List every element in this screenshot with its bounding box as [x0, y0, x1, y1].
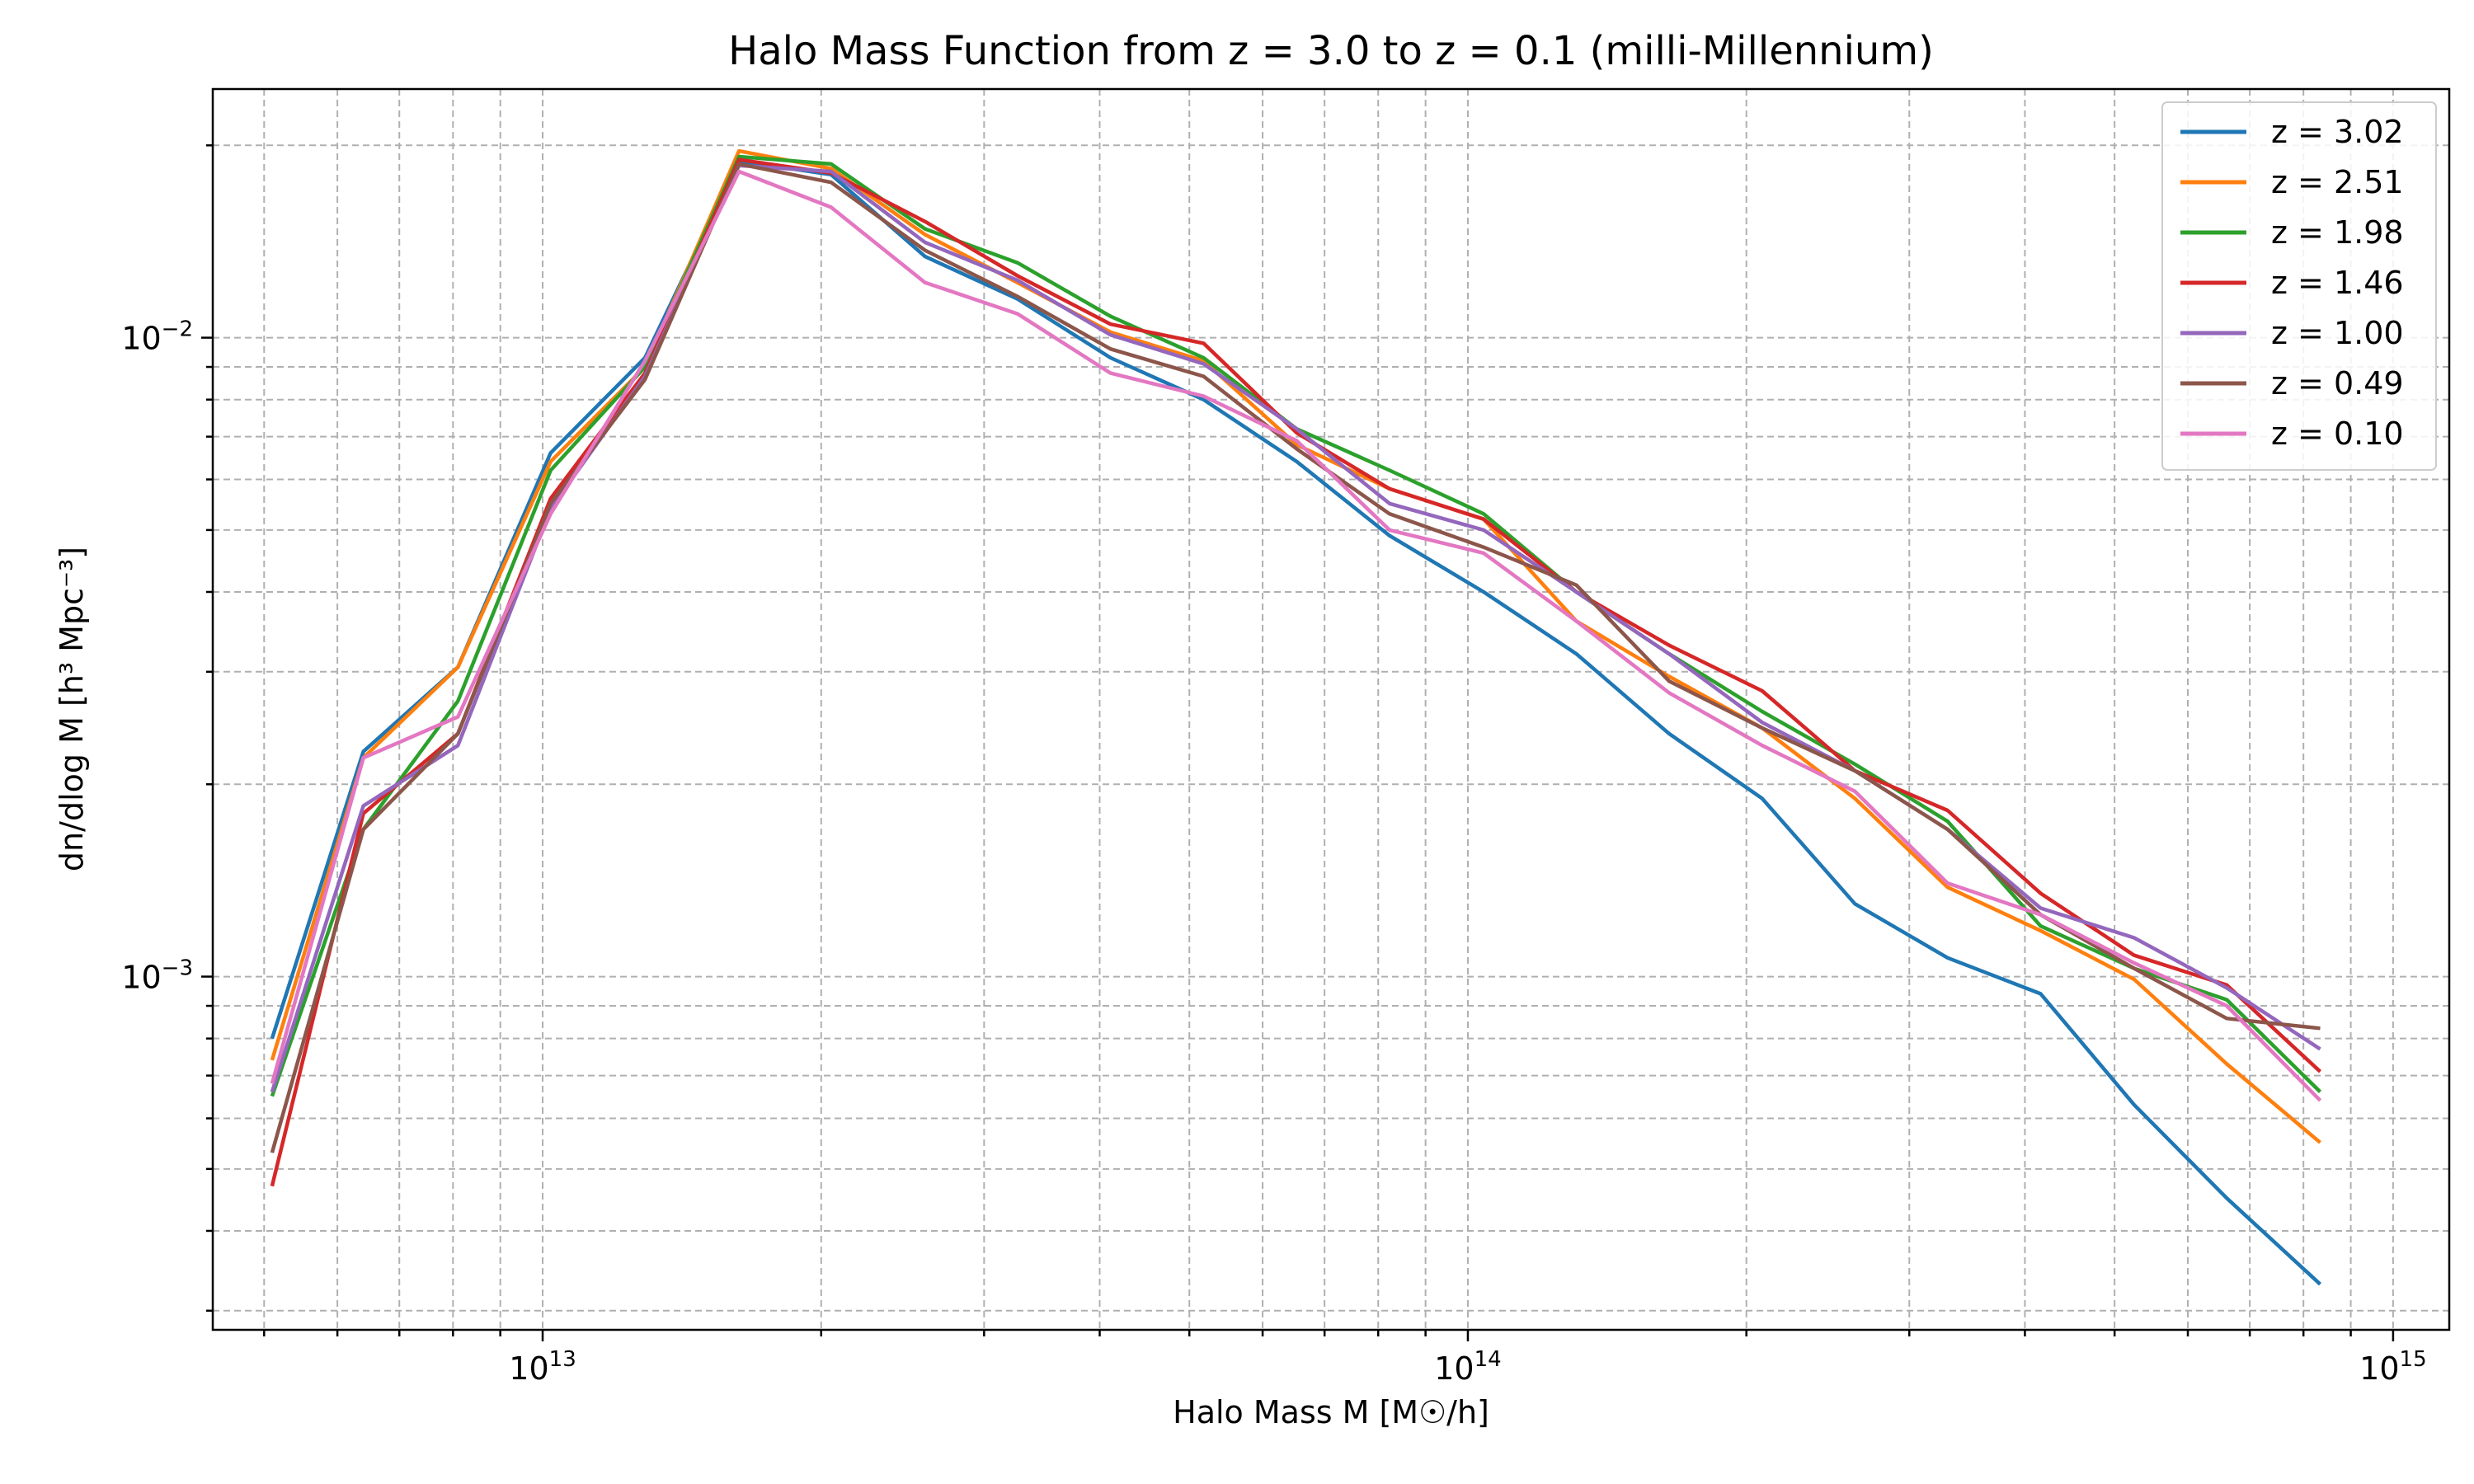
chart-title: Halo Mass Function from z = 3.0 to z = 0…	[728, 28, 1934, 74]
y-tick-label: 10−2	[121, 317, 193, 357]
legend-label: z = 2.51	[2271, 164, 2404, 200]
series-line-z-0-49	[270, 162, 2321, 1153]
axis-ticks: 1013 1014 1015 10−3 10−2	[121, 144, 2427, 1387]
legend: z = 3.02 z = 2.51 z = 1.98 z = 1.46 z = 1.00…	[2161, 101, 2437, 471]
legend-box	[2161, 101, 2437, 471]
series-lines	[270, 148, 2322, 1286]
legend-label: z = 1.00	[2271, 315, 2404, 351]
y-axis-label: dn/dlog M [h³ Mpc⁻³]	[54, 547, 90, 871]
legend-label: z = 1.98	[2271, 214, 2404, 251]
x-axis-label: Halo Mass M [M☉/h]	[1173, 1394, 1489, 1430]
x-tick-label: 1013	[509, 1347, 576, 1387]
legend-label: z = 1.46	[2271, 265, 2404, 301]
legend-label: z = 0.10	[2271, 416, 2404, 452]
series-line-z-3-02	[270, 159, 2322, 1286]
plot-frame	[211, 87, 2451, 1331]
x-tick-label: 1015	[2359, 1347, 2426, 1387]
series-line-z-0-10	[270, 169, 2322, 1102]
legend-label: z = 0.49	[2271, 365, 2404, 402]
x-tick-label: 1014	[1434, 1347, 1501, 1387]
legend-label: z = 3.02	[2271, 114, 2404, 150]
y-tick-label: 10−3	[121, 956, 193, 996]
series-line-z-2-51	[270, 148, 2321, 1144]
